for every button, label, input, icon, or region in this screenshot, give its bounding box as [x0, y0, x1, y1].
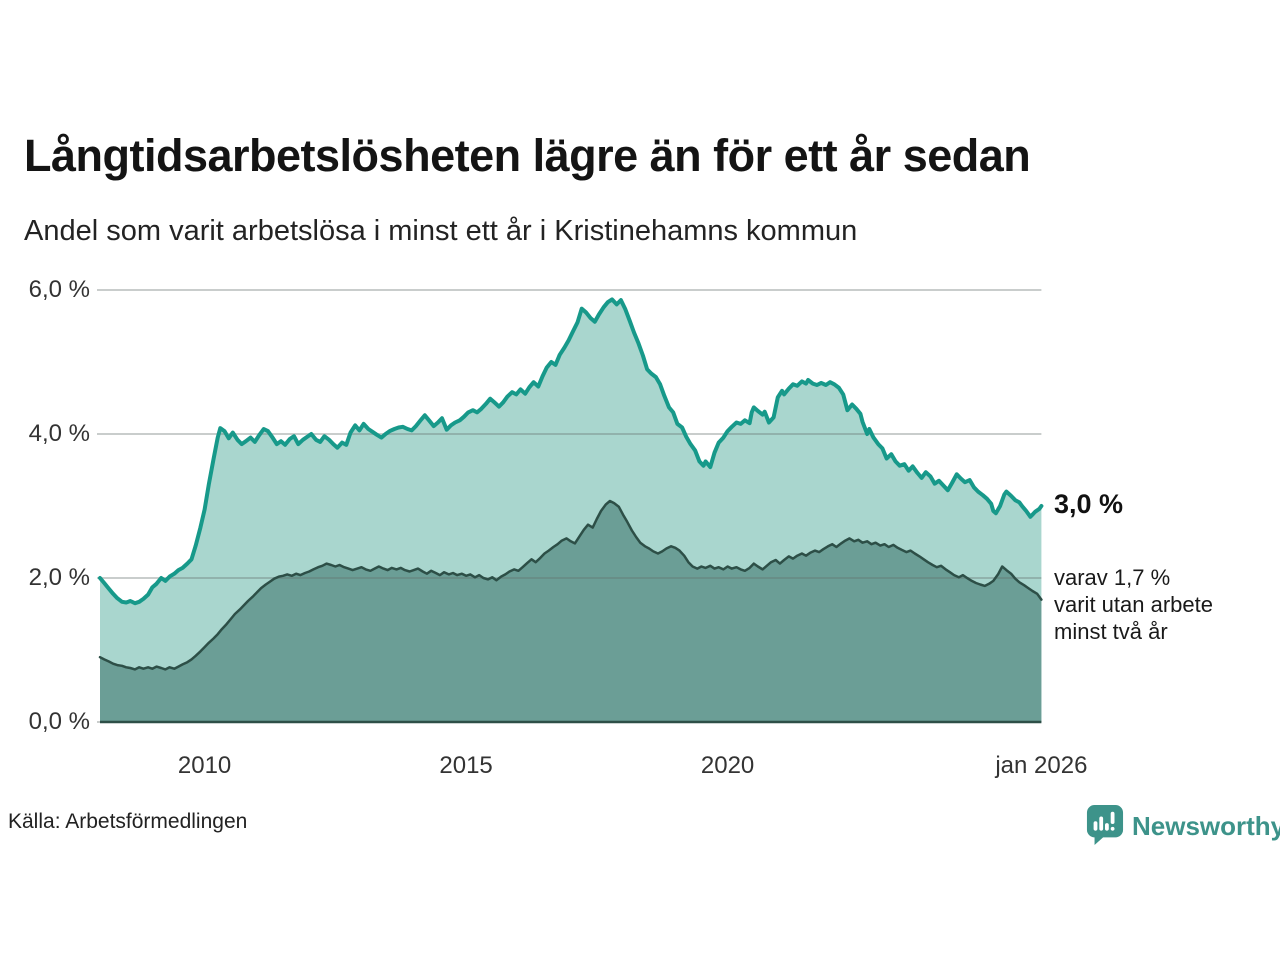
x-tick-label-2015: 2015: [439, 752, 493, 779]
series2-annotation: varav 1,7 % varit utan arbete minst två …: [1054, 564, 1213, 645]
logo-wordmark: Newsworthy: [1132, 810, 1280, 841]
x-tick-label-2010: 2010: [177, 752, 232, 779]
x-tick-label-2020: 2020: [700, 752, 755, 779]
y-tick-label-2: 2,0 %: [28, 564, 90, 591]
chart-subtitle: Andel som varit arbetslösa i minst ett å…: [24, 215, 858, 247]
series2-line: [98, 499, 1043, 671]
x-tick-label-2026: jan 2026: [995, 752, 1088, 779]
area-chart: [97, 289, 1044, 724]
bar-chart-speech-bubble-icon: [1086, 805, 1124, 845]
y-tick-label-0: 0,0 %: [28, 708, 90, 735]
newsworthy-logo: Newsworthy: [1086, 804, 1280, 846]
series1-end-value-label: 3,0 %: [1054, 489, 1124, 519]
page-title: Långtidsarbetslösheten lägre än för ett …: [24, 130, 1031, 181]
series1-line: [98, 297, 1044, 606]
annotation-line-3: minst två år: [1054, 619, 1168, 644]
annotation-line-2: varit utan arbete: [1054, 592, 1213, 617]
source-attribution: Källa: Arbetsförmedlingen: [8, 810, 248, 833]
annotation-line-1: varav 1,7 %: [1054, 565, 1171, 590]
y-tick-label-4: 4,0 %: [28, 420, 90, 447]
y-tick-label-6: 6,0 %: [28, 276, 90, 303]
